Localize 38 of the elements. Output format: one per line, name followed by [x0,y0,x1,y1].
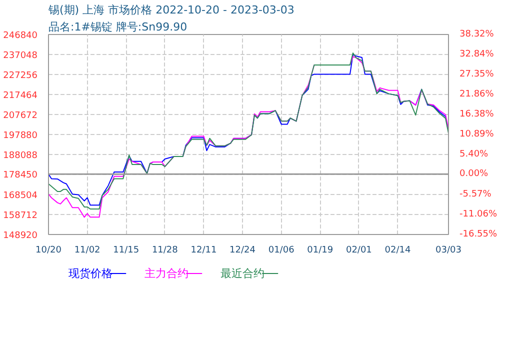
y-tick-label: 188088 [3,151,38,161]
y2-tick-label: 21.86% [460,89,494,100]
y2-tick-label: -5.57% [460,189,492,200]
legend-label: 最近合约 [220,267,264,280]
y-tick-label: 246840 [3,31,38,41]
y-tick-label: 207672 [3,111,38,121]
x-tick-label: 11/15 [113,246,140,256]
y-tick-label: 237048 [3,51,38,61]
x-tick-label: 11/28 [152,246,178,256]
y-tick-label: 168504 [3,191,38,201]
x-tick-label: 02/14 [384,246,411,256]
legend-label: 主力合约 [144,267,188,280]
y-tick-label: 148920 [3,231,38,241]
y2-tick-label: 16.38% [460,109,494,120]
y-tick-label: 217464 [3,91,38,101]
x-tick-label: 01/06 [268,246,295,256]
y2-tick-label: 38.32% [460,30,494,40]
y-tick-label: 227256 [3,71,38,81]
y2-tick-label: -16.55% [460,230,498,240]
y2-tick-label: 10.89% [460,129,494,140]
y-tick-label: 178450 [3,170,38,181]
y2-tick-label: 5.40% [460,149,489,160]
legend-label: 现货价格 [68,267,112,280]
x-tick-label: 11/02 [74,246,100,256]
chart-title: 锡(期) 上海 市场价格 2022-10-20 - 2023-03-03 [48,4,294,16]
x-tick-label: 02/01 [346,246,372,256]
y2-tick-label: 0.00% [460,169,489,180]
y-tick-label: 158712 [3,211,38,221]
chart-subtitle: 品名:1#锡锭 牌号:Sn99.90 [48,20,188,34]
y-tick-label: 197880 [3,131,38,141]
x-tick-label: 03/03 [436,246,462,256]
y2-tick-label: 32.84% [460,49,494,60]
y2-tick-label: -11.06% [460,209,498,220]
x-tick-label: 10/20 [36,246,62,256]
x-tick-label: 12/11 [190,246,217,256]
y2-tick-label: 27.35% [460,69,494,80]
x-tick-label: 01/19 [307,246,334,256]
x-tick-label: 12/24 [230,246,256,256]
